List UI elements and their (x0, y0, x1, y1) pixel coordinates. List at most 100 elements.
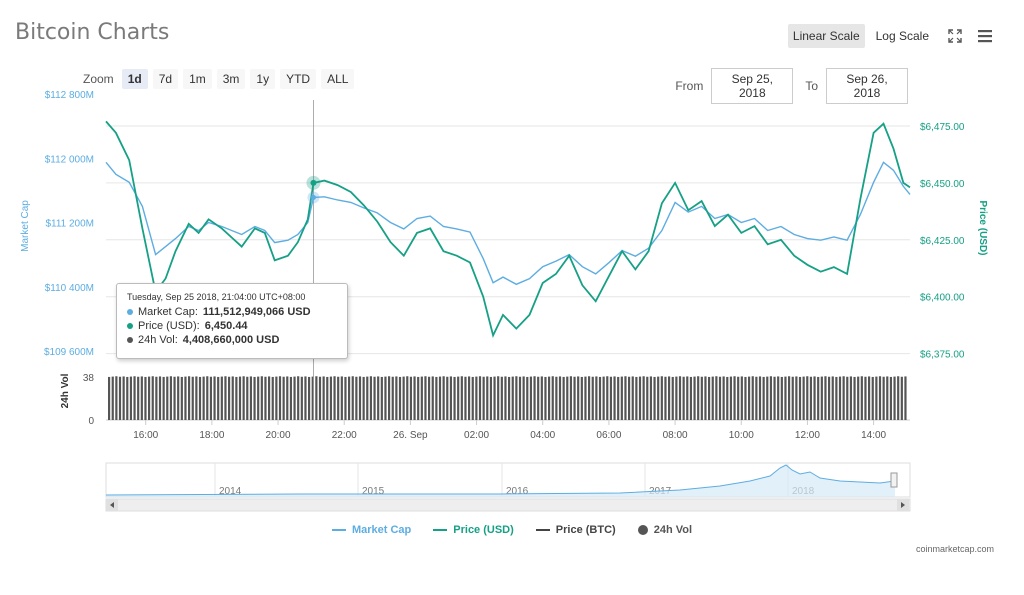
volume-bar (657, 376, 660, 420)
to-date-input[interactable]: Sep 26, 2018 (826, 68, 908, 104)
chart-tooltip: Tuesday, Sep 25 2018, 21:04:00 UTC+08:00… (116, 283, 348, 359)
zoom-ytd-button[interactable]: YTD (280, 69, 317, 89)
price-usd-line-icon (433, 529, 448, 531)
volume-bar (478, 376, 482, 420)
volume-bar (708, 376, 711, 420)
volume-bar (122, 376, 125, 420)
volume-bar (653, 376, 656, 420)
volume-bar (428, 376, 431, 420)
volume-bar (235, 376, 238, 420)
volume-bar (333, 376, 336, 420)
legend-item-price-btc[interactable]: Price (BTC) (535, 524, 616, 536)
volume-bar (889, 376, 893, 420)
volume-bar (820, 376, 823, 420)
volume-bar (282, 376, 285, 420)
log-scale-button[interactable]: Log Scale (875, 29, 929, 43)
volume-bar (238, 376, 242, 420)
market-cap-hover-point (310, 194, 316, 200)
volume-bar (893, 376, 896, 420)
market-cap-dot-icon (127, 309, 133, 315)
volume-bar (217, 376, 220, 420)
tooltip-value: 111,512,949,066 USD (202, 306, 311, 318)
volume-bar (617, 376, 620, 420)
volume-bar (366, 376, 369, 420)
volume-bar (675, 376, 678, 420)
volume-bar (595, 376, 598, 420)
volume-bar (791, 376, 794, 420)
left-axis-title: Market Cap (20, 200, 31, 252)
volume-bar (275, 376, 278, 420)
zoom-1y-button[interactable]: 1y (250, 69, 276, 89)
zoom-1d-button[interactable]: 1d (121, 69, 148, 89)
left-axis-tick-label: $110 400M (45, 283, 94, 294)
volume-tick-label: 38 (83, 373, 95, 384)
legend-item-market-cap[interactable]: Market Cap (331, 524, 411, 536)
volume-bar (431, 376, 434, 420)
fullscreen-icon[interactable] (946, 27, 964, 45)
volume-bar (817, 376, 820, 420)
volume-bar (380, 376, 383, 420)
volume-bar (784, 376, 787, 420)
date-range: From Sep 25, 2018 To Sep 26, 2018 (675, 68, 908, 104)
volume-bar (868, 376, 871, 420)
zoom-1m-button[interactable]: 1m (183, 69, 212, 89)
zoom-all-button[interactable]: ALL (321, 69, 355, 89)
tooltip-label: 24h Vol: (138, 334, 178, 346)
volume-bar (806, 376, 809, 420)
volume-bar (438, 376, 442, 420)
volume-bar (755, 376, 758, 420)
volume-bar (355, 376, 358, 420)
volume-bar (780, 376, 783, 420)
volume-bar (875, 376, 878, 420)
volume-bar (493, 376, 496, 420)
volume-bar (424, 376, 427, 420)
tooltip-row-volume: 24h Vol: 4,408,660,000 USD (127, 333, 337, 347)
volume-bar (649, 376, 653, 420)
volume-bar (417, 376, 420, 420)
volume-bar (584, 376, 587, 420)
volume-bar (249, 376, 253, 420)
volume-bar (118, 376, 122, 420)
volume-bar (751, 376, 754, 420)
legend-item-volume[interactable]: 24h Vol (637, 524, 692, 536)
volume-bar (635, 376, 638, 420)
volume-bar (598, 376, 602, 420)
volume-bar (388, 376, 391, 420)
zoom-7d-button[interactable]: 7d (152, 69, 179, 89)
volume-bar (588, 376, 591, 420)
volume-bar (500, 376, 503, 420)
volume-bar (802, 376, 805, 420)
volume-bar (795, 376, 798, 420)
volume-bar (326, 376, 329, 420)
x-tick-label: 10:00 (729, 430, 754, 441)
x-tick-label: 26. Sep (393, 430, 428, 441)
zoom-label: Zoom (83, 72, 114, 86)
volume-bar (209, 376, 213, 420)
volume-bar (242, 376, 245, 420)
legend-item-price-usd[interactable]: Price (USD) (433, 524, 514, 536)
price-dot-icon (127, 323, 133, 329)
volume-bar (766, 376, 769, 420)
navigator-line (105, 464, 896, 496)
volume-bar (758, 376, 762, 420)
volume-bar (188, 376, 191, 420)
volume-bar (348, 376, 351, 420)
volume-bar (457, 376, 460, 420)
volume-bar (871, 376, 874, 420)
volume-bar (697, 376, 700, 420)
volume-bar (173, 376, 176, 420)
menu-icon[interactable] (976, 27, 994, 45)
tooltip-row-market-cap: Market Cap: 111,512,949,066 USD (127, 305, 337, 319)
navigator-year-label: 2014 (219, 486, 242, 497)
zoom-3m-button[interactable]: 3m (216, 69, 246, 89)
volume-bar (471, 376, 474, 420)
volume-bar (213, 376, 216, 420)
volume-bar (395, 376, 398, 420)
from-date-input[interactable]: Sep 25, 2018 (711, 68, 794, 104)
volume-bar (733, 376, 736, 420)
volume-bar (711, 376, 714, 420)
volume-bar (660, 376, 663, 420)
volume-bar (562, 376, 565, 420)
linear-scale-button[interactable]: Linear Scale (787, 24, 865, 48)
